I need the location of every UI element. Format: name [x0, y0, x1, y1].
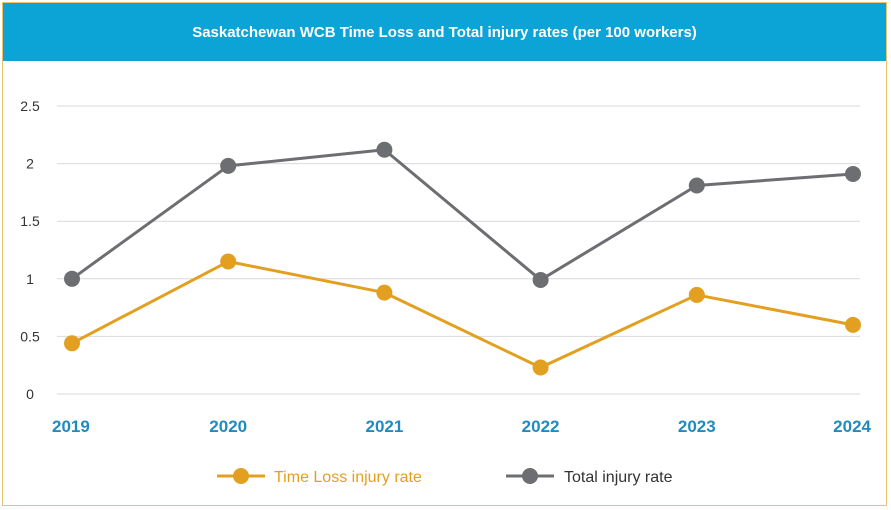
legend-marker — [233, 468, 249, 484]
data-point — [845, 316, 861, 333]
y-tick-label: 1 — [26, 271, 34, 287]
data-point — [220, 253, 237, 270]
title-bar: Saskatchewan WCB Time Loss and Total inj… — [3, 3, 886, 61]
x-tick-label: 2023 — [678, 417, 716, 436]
legend-marker — [522, 468, 538, 484]
y-tick-label: 1.5 — [20, 213, 40, 229]
data-point — [64, 270, 80, 287]
x-tick-label: 2020 — [209, 417, 247, 436]
legend-label: Total injury rate — [564, 469, 673, 486]
data-point — [220, 157, 237, 174]
y-tick-label: 0 — [26, 386, 34, 402]
x-tick-label: 2019 — [52, 417, 90, 436]
data-point — [532, 271, 549, 288]
data-point — [376, 284, 393, 301]
y-tick-label: 2 — [26, 156, 34, 172]
legend-label: Time Loss injury rate — [274, 469, 422, 486]
y-tick-label: 2.5 — [20, 98, 40, 114]
series-line-0 — [71, 260, 854, 370]
x-tick-label: 2022 — [522, 417, 560, 436]
data-point — [688, 286, 705, 303]
data-point — [845, 165, 861, 182]
y-tick-label: 0.5 — [20, 328, 40, 344]
x-tick-label: 2021 — [365, 417, 403, 436]
data-point — [532, 359, 549, 376]
data-point — [376, 141, 393, 158]
chart-title: Saskatchewan WCB Time Loss and Total inj… — [192, 23, 697, 41]
data-point — [688, 177, 705, 194]
data-point — [64, 335, 80, 352]
x-tick-label: 2024 — [833, 417, 871, 436]
series-line-1 — [71, 148, 854, 282]
